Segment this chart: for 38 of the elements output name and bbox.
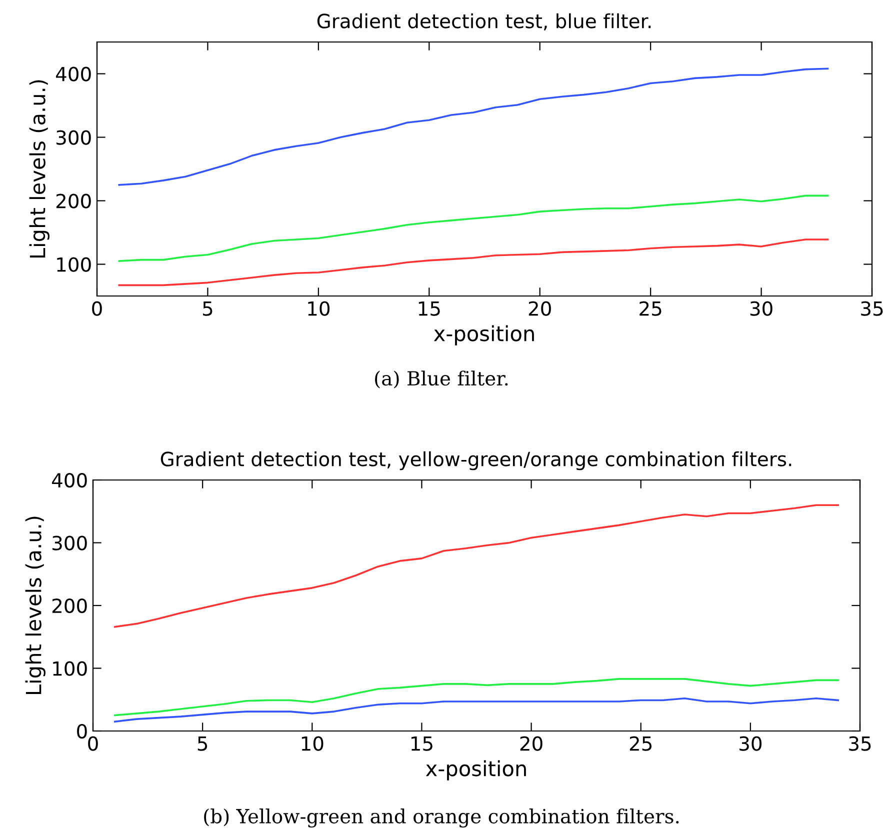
x-tick-label: 0 [92, 301, 102, 316]
line-series [114, 504, 839, 628]
x-axis-title: x-position [434, 325, 534, 346]
line-series [114, 678, 839, 716]
y-tick-label: 100 [57, 257, 91, 272]
text: (b) Yellow-green and orange combination filters. [204, 808, 679, 828]
chart-title: Gradient detection test, blue filter. [317, 13, 651, 30]
x-tick-label: 30 [750, 301, 772, 316]
x-tick-label: 30 [740, 736, 762, 751]
x-tick-label: 35 [849, 736, 871, 751]
x-axis-title: x-position [426, 760, 526, 780]
text: (a) Blue filter. [375, 370, 508, 388]
line-series [118, 68, 829, 186]
x-tick-label: 10 [302, 736, 324, 751]
x-tick-label: 15 [411, 736, 432, 751]
x-tick-label: 20 [520, 736, 542, 751]
y-tick-label: 400 [52, 472, 87, 488]
y-axis-title: Light levels (a.u.) [29, 80, 50, 258]
y-axis-title: Light levels (a.u.) [25, 516, 46, 694]
x-tick-label: 35 [861, 301, 883, 316]
x-tick-label: 5 [203, 301, 212, 316]
y-tick-label: 100 [53, 661, 87, 676]
y-tick-label: 300 [56, 130, 91, 145]
line-series [118, 194, 829, 262]
line-series [118, 238, 829, 286]
y-tick-label: 200 [52, 598, 87, 614]
y-tick-label: 0 [77, 724, 87, 739]
x-tick-label: 5 [198, 736, 208, 751]
x-tick-label: 10 [308, 301, 330, 316]
x-tick-label: 15 [418, 301, 440, 316]
y-tick-label: 200 [56, 194, 91, 208]
chart-title: Gradient detection test, yellow-green/orange combination filters. [160, 451, 792, 470]
x-tick-label: 20 [528, 301, 551, 316]
x-tick-label: 25 [630, 736, 652, 751]
y-tick-label: 400 [56, 66, 91, 82]
x-tick-label: 25 [640, 301, 662, 316]
y-tick-label: 300 [52, 536, 87, 550]
line-series [114, 697, 839, 722]
